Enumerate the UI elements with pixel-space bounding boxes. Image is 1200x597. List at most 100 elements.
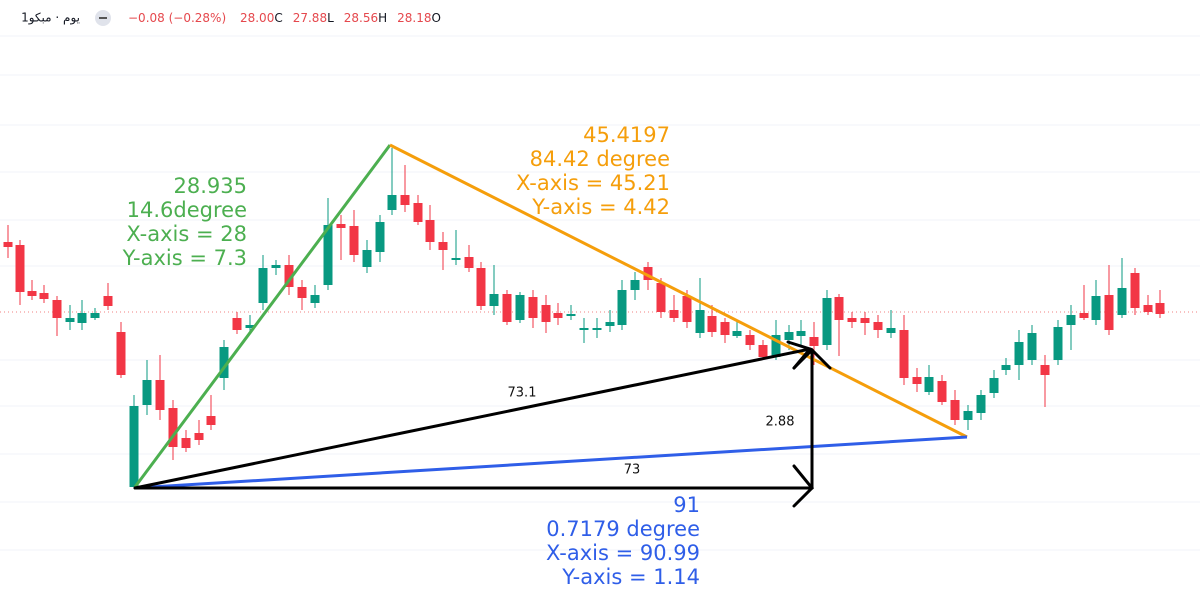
candle-body: [413, 203, 423, 222]
candle-body: [605, 322, 615, 326]
candle-body: [630, 280, 640, 290]
candle-body: [65, 318, 75, 322]
candle-body: [528, 297, 538, 318]
ohlc-key: H: [378, 11, 387, 25]
ohlc-price: 28.56: [344, 11, 378, 25]
candle-body: [425, 220, 435, 242]
candle-body: [937, 381, 947, 402]
candle-body: [541, 305, 551, 322]
candle-body: [579, 328, 589, 330]
green-annotation: 28.935: [174, 174, 247, 198]
candle-body: [15, 245, 25, 292]
candle-body: [387, 195, 397, 210]
vertical-label: 2.88: [766, 415, 795, 430]
candle-body: [206, 416, 216, 425]
candle-body: [924, 377, 934, 392]
candle-body: [1066, 315, 1076, 325]
candle-body: [1091, 296, 1101, 320]
candles: [3, 148, 1165, 487]
candle-body: [77, 313, 87, 323]
candle-body: [745, 335, 755, 345]
candle-body: [989, 378, 999, 393]
candle-body: [860, 318, 870, 323]
orange-annotation: X-axis = 45.21: [516, 171, 670, 195]
arrows: [133, 340, 832, 508]
candle-body: [796, 331, 806, 336]
candle-body: [1117, 288, 1127, 315]
candle-body: [976, 395, 986, 413]
ohlc-key: O: [432, 11, 441, 25]
candle-body: [566, 314, 576, 316]
symbol: 1يوم · مبكو: [21, 11, 80, 26]
blue-annotation: Y-axis = 1.14: [561, 565, 700, 589]
candle-body: [258, 268, 268, 303]
candle-body: [950, 400, 960, 420]
candle-body: [1155, 303, 1165, 314]
candle-body: [502, 294, 512, 322]
candle-body: [695, 310, 705, 333]
ohlc-price: 27.88: [293, 11, 327, 25]
candle-body: [771, 335, 781, 357]
candle-body: [297, 287, 307, 298]
candle-body: [310, 295, 320, 303]
candle-body: [1027, 333, 1037, 360]
candle-body: [1130, 273, 1140, 308]
green-trend-line: [133, 144, 392, 488]
candle-body: [349, 226, 359, 255]
candle-body: [375, 222, 385, 252]
candle-body: [758, 345, 768, 357]
candle-body: [219, 347, 229, 378]
header: 1يوم · مبكو −0.08 (−0.28%) 28.00C 27.88L 2…: [21, 10, 441, 26]
candle-body: [656, 283, 666, 312]
candle-body: [669, 310, 679, 318]
arrow-head: [792, 347, 832, 370]
candle-body: [592, 328, 602, 330]
arrow-head: [792, 464, 815, 508]
horizontal-label: 73: [624, 463, 641, 478]
candle-body: [52, 300, 62, 318]
candle-body: [1001, 365, 1011, 370]
ohlc-price: 28.00: [240, 11, 274, 25]
candle-body: [1014, 342, 1024, 365]
candle-body: [707, 316, 717, 332]
candle-body: [515, 295, 525, 320]
candle-body: [1040, 365, 1050, 375]
candle-body: [232, 318, 242, 330]
candle-body: [1079, 313, 1089, 318]
candle-body: [963, 411, 973, 420]
candle-body: [720, 322, 730, 335]
blue-annotation: 0.7179 degree: [546, 517, 700, 541]
blue-annotation: 91: [673, 493, 700, 517]
green-annotation: 14.6degree: [127, 198, 247, 222]
candle-body: [129, 406, 139, 487]
blue-annotation: X-axis = 90.99: [546, 541, 700, 565]
candle-body: [27, 291, 37, 296]
ohlc: −0.08 (−0.28%) 28.00C 27.88L 28.56H 28.18O: [128, 11, 441, 25]
candle-body: [822, 298, 832, 345]
candle-body: [464, 257, 474, 268]
candle-body: [886, 328, 896, 333]
candle-body: [1104, 295, 1114, 330]
candle-body: [1053, 327, 1063, 360]
orange-annotation: Y-axis = 4.42: [531, 195, 670, 219]
candle-body: [155, 380, 165, 410]
candle-body: [1143, 305, 1153, 312]
candle-body: [784, 332, 794, 340]
candle-body: [142, 380, 152, 405]
candle-body: [39, 293, 49, 299]
candle-body: [323, 225, 333, 285]
candle-body: [873, 322, 883, 330]
candle-body: [271, 265, 281, 268]
candle-body: [451, 258, 461, 260]
orange-annotation: 45.4197: [583, 123, 670, 147]
candle-body: [116, 332, 126, 375]
candle-body: [476, 268, 486, 306]
hypotenuse-label: 73.1: [508, 386, 537, 401]
candle-body: [643, 267, 653, 280]
candle-body: [194, 433, 204, 440]
green-annotation: X-axis = 28: [126, 222, 247, 246]
change: −0.08 (−0.28%): [128, 11, 226, 25]
candle-body: [912, 377, 922, 384]
candle-body: [103, 296, 113, 306]
candle-body: [682, 296, 692, 322]
